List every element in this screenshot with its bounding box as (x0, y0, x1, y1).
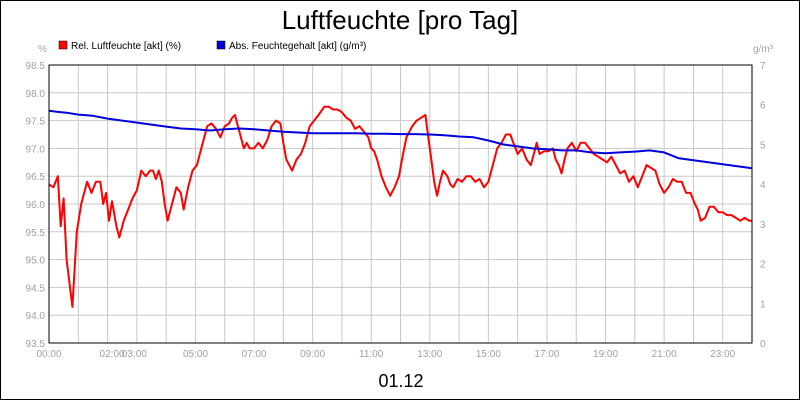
y-left-tick-label: 95.5 (26, 228, 46, 239)
y-left-tick-label: 95.0 (26, 256, 46, 267)
y-left-unit: % (38, 44, 47, 55)
x-tick-label: 15:00 (476, 349, 501, 360)
x-tick-label: 21:00 (652, 349, 677, 360)
plot-border (48, 64, 753, 344)
y-left-tick-label: 94.5 (26, 283, 46, 294)
y-left-tick-label: 96.5 (26, 172, 46, 183)
x-tick-label: 23:00 (710, 349, 735, 360)
series-line-abs-humidity (48, 109, 753, 170)
y-right-tick-label: 6 (760, 101, 766, 112)
y-left-tick-label: 97.0 (26, 144, 46, 155)
x-tick-label: 09:00 (300, 349, 325, 360)
legend-swatch-abs-humidity (216, 40, 226, 50)
y-right-tick-label: 0 (760, 339, 766, 350)
legend-swatch-rel-humidity (58, 40, 68, 50)
grid (49, 64, 752, 344)
x-tick-label: 13:00 (417, 349, 442, 360)
y-right-unit: g/m³ (753, 44, 774, 55)
x-tick-label: 07:00 (242, 349, 267, 360)
y-left-tick-label: 98.0 (26, 89, 46, 100)
x-tick-label: 11:00 (359, 349, 384, 360)
y-right-tick-label: 2 (760, 260, 766, 271)
y-right-ticks: 0 1 2 3 4 5 6 7 (760, 61, 766, 350)
x-tick-label: 19:00 (593, 349, 618, 360)
series-line-rel-humidity (48, 105, 752, 308)
y-left-tick-label: 97.5 (26, 117, 46, 128)
x-tick-label: 02:00 (100, 349, 125, 360)
legend-label-rel-humidity: Rel. Luftfeuchte [akt] (%) (71, 41, 181, 52)
legend: Rel. Luftfeuchte [akt] (%) Abs. Feuchteg… (58, 40, 366, 52)
y-left-tick-label: 93.5 (26, 339, 46, 350)
date-label: 01.12 (378, 371, 423, 391)
chart-title: Luftfeuchte [pro Tag] (282, 5, 519, 35)
series-layer (48, 105, 753, 308)
x-tick-label: 05:00 (183, 349, 208, 360)
y-right-tick-label: 5 (760, 140, 766, 151)
x-tick-label: 17:00 (534, 349, 559, 360)
y-left-tick-label: 94.0 (26, 311, 46, 322)
x-tick-label: 00:00 (36, 349, 61, 360)
y-left-tick-label: 98.5 (26, 61, 46, 72)
y-right-tick-label: 7 (760, 61, 766, 72)
y-right-tick-label: 4 (760, 180, 766, 191)
x-tick-label: 03:00 (122, 349, 147, 360)
legend-label-abs-humidity: Abs. Feuchtegehalt [akt] (g/m³) (229, 41, 366, 52)
y-right-tick-label: 1 (760, 299, 766, 310)
y-left-ticks: 93.5 94.0 94.5 95.0 95.5 96.0 96.5 97.0 97.5 98.0… (26, 61, 46, 350)
y-right-tick-label: 3 (760, 220, 766, 231)
y-left-tick-label: 96.0 (26, 200, 46, 211)
